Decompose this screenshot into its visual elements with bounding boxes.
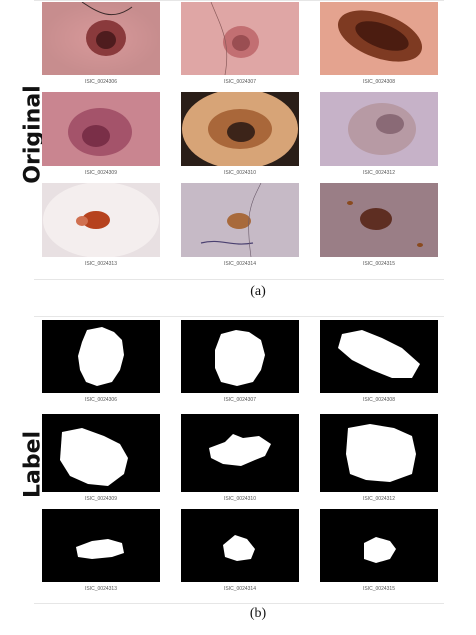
label-image (76, 539, 124, 559)
original-image (181, 183, 299, 257)
original-tile (320, 183, 438, 257)
label-tile (181, 509, 299, 582)
original-tile-caption: ISIC_0024313 (85, 261, 117, 267)
original-tile (42, 92, 160, 166)
original-tile-caption: ISIC_0024310 (224, 170, 256, 176)
label-tile-caption: ISIC_0024312 (363, 496, 395, 502)
original-image (320, 92, 438, 166)
original-tile (181, 92, 299, 166)
original-image (42, 183, 160, 257)
panel-b-caption: (b) (249, 606, 267, 621)
label-image (338, 330, 420, 378)
original-tile-caption: ISIC_0024308 (363, 79, 395, 85)
panel-a-caption: (a) (250, 284, 266, 299)
original-tile-caption: ISIC_0024312 (363, 170, 395, 176)
label-image (346, 424, 416, 482)
original-frame (34, 0, 444, 280)
label-tile-caption: ISIC_0024308 (363, 397, 395, 403)
label-tile-caption: ISIC_0024314 (224, 586, 256, 592)
original-tile-caption: ISIC_0024315 (363, 261, 395, 267)
original-tile (181, 2, 299, 75)
original-image (181, 2, 299, 75)
original-tile (42, 2, 160, 75)
label-tile (42, 414, 160, 492)
label-tile (320, 320, 438, 393)
original-tile-caption: ISIC_0024306 (85, 79, 117, 85)
label-frame (34, 316, 444, 604)
label-tile-caption: ISIC_0024310 (224, 496, 256, 502)
label-tile-caption: ISIC_0024307 (224, 397, 256, 403)
label-tile (181, 414, 299, 492)
original-image (42, 2, 160, 75)
label-image (60, 428, 128, 486)
original-tile-caption: ISIC_0024314 (224, 261, 256, 267)
original-tile (42, 183, 160, 257)
original-image (320, 2, 438, 75)
label-tile (42, 509, 160, 582)
original-image (181, 92, 299, 166)
original-tile (320, 92, 438, 166)
original-tile (181, 183, 299, 257)
original-image (320, 183, 438, 257)
label-tile-caption: ISIC_0024315 (363, 586, 395, 592)
label-tile (42, 320, 160, 393)
label-tile-caption: ISIC_0024313 (85, 586, 117, 592)
label-tile (320, 414, 438, 492)
label-tile (181, 320, 299, 393)
label-tile-caption: ISIC_0024306 (85, 397, 117, 403)
original-tile (320, 2, 438, 75)
label-image (78, 327, 124, 386)
original-tile-caption: ISIC_0024309 (85, 170, 117, 176)
original-image (42, 92, 160, 166)
label-image (215, 330, 265, 386)
label-image (223, 535, 255, 561)
label-image (209, 434, 271, 466)
label-tile-caption: ISIC_0024309 (85, 496, 117, 502)
label-image (364, 537, 396, 563)
original-tile-caption: ISIC_0024307 (224, 79, 256, 85)
label-tile (320, 509, 438, 582)
